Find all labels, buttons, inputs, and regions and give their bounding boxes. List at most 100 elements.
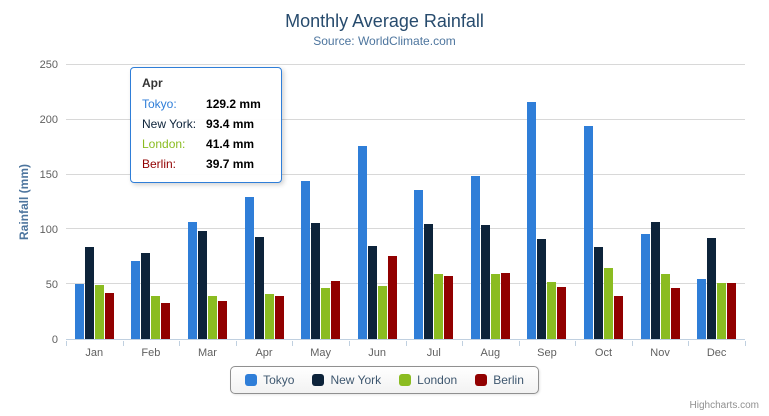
bar-berlin-nov[interactable] bbox=[670, 287, 680, 339]
legend-item-london[interactable]: London bbox=[399, 373, 457, 387]
plot-area bbox=[66, 64, 745, 340]
tooltip-row: Berlin: 39.7 mm bbox=[142, 154, 261, 174]
bar-berlin-apr[interactable] bbox=[274, 295, 284, 339]
bar-london-feb[interactable] bbox=[151, 296, 161, 339]
y-axis-label: 150 bbox=[39, 169, 58, 181]
gridline bbox=[66, 64, 745, 65]
credits-link[interactable]: Highcharts.com bbox=[689, 400, 759, 411]
bar-new-york-apr[interactable] bbox=[254, 236, 264, 339]
x-axis-label-oct: Oct bbox=[594, 347, 613, 359]
x-axis-label-nov: Nov bbox=[650, 347, 670, 359]
x-axis-labels: Jan Feb Mar Apr May Jun Jul Aug Sep Oct Nov Dec bbox=[66, 347, 745, 359]
bar-berlin-jul[interactable] bbox=[444, 276, 454, 339]
y-axis-label: 250 bbox=[39, 59, 58, 71]
bar-new-york-sep[interactable] bbox=[537, 239, 547, 339]
bar-berlin-sep[interactable] bbox=[557, 286, 567, 339]
bar-london-aug[interactable] bbox=[490, 273, 500, 339]
tooltip-row: London: 41.4 mm bbox=[142, 134, 261, 154]
bar-berlin-jan[interactable] bbox=[104, 292, 114, 339]
bar-tokyo-jun[interactable] bbox=[357, 146, 367, 339]
bar-london-apr[interactable] bbox=[264, 293, 274, 339]
x-axis-label-jun: Jun bbox=[368, 347, 387, 359]
legend-box: Tokyo New York London Berlin bbox=[230, 366, 539, 394]
bar-new-york-dec[interactable] bbox=[707, 237, 717, 339]
tooltip-rows: Tokyo: 129.2 mm New York: 93.4 mm London: 41.… bbox=[142, 94, 261, 174]
bar-tokyo-dec[interactable] bbox=[697, 279, 707, 339]
x-axis-label-dec: Dec bbox=[706, 347, 727, 359]
column-group-mar bbox=[179, 65, 236, 339]
y-axis-label: 0 bbox=[51, 334, 58, 346]
bar-new-york-may[interactable] bbox=[311, 222, 321, 339]
x-axis-tick bbox=[688, 341, 690, 346]
bar-berlin-dec[interactable] bbox=[727, 283, 737, 339]
x-axis-label-may: May bbox=[310, 347, 331, 359]
bar-berlin-oct[interactable] bbox=[613, 296, 623, 339]
bar-berlin-mar[interactable] bbox=[217, 301, 227, 339]
legend-label: London bbox=[417, 373, 458, 387]
y-axis-label: 100 bbox=[39, 224, 58, 236]
bar-london-jun[interactable] bbox=[377, 286, 387, 339]
column-group-apr bbox=[236, 65, 293, 339]
bar-tokyo-mar[interactable] bbox=[187, 222, 197, 339]
bar-tokyo-feb[interactable] bbox=[131, 260, 141, 339]
bar-london-jul[interactable] bbox=[434, 274, 444, 339]
bar-berlin-may[interactable] bbox=[331, 281, 341, 339]
gridline bbox=[66, 283, 745, 285]
column-group-jul bbox=[405, 65, 462, 339]
x-axis-label-mar: Mar bbox=[197, 347, 217, 359]
bar-london-jan[interactable] bbox=[94, 285, 104, 339]
column-group-dec bbox=[688, 65, 745, 339]
column-group-feb bbox=[123, 65, 180, 339]
bar-london-mar[interactable] bbox=[207, 295, 217, 339]
bar-tokyo-nov[interactable] bbox=[640, 234, 650, 339]
bar-new-york-oct[interactable] bbox=[593, 247, 603, 339]
bar-berlin-aug[interactable] bbox=[500, 272, 510, 339]
legend-item-new-york[interactable]: New York bbox=[312, 373, 381, 387]
x-axis-tick bbox=[518, 341, 520, 346]
x-axis-tick bbox=[745, 341, 746, 346]
x-axis-label-apr: Apr bbox=[255, 347, 273, 359]
bar-new-york-feb[interactable] bbox=[141, 252, 151, 339]
bar-london-may[interactable] bbox=[321, 287, 331, 339]
legend-symbol-berlin bbox=[475, 374, 488, 386]
bar-new-york-nov[interactable] bbox=[650, 222, 660, 339]
bar-london-nov[interactable] bbox=[660, 274, 670, 339]
column-group-jun bbox=[349, 65, 406, 339]
bar-berlin-jun[interactable] bbox=[387, 256, 397, 339]
x-axis-label-jan: Jan bbox=[85, 347, 104, 359]
gridline bbox=[66, 228, 745, 230]
bar-tokyo-apr[interactable] bbox=[244, 197, 254, 339]
tooltip-header: Apr bbox=[142, 76, 163, 90]
legend-label: Tokyo bbox=[263, 373, 295, 387]
bar-new-york-mar[interactable] bbox=[197, 231, 207, 339]
bar-tokyo-jan[interactable] bbox=[74, 284, 84, 339]
bar-tokyo-sep[interactable] bbox=[527, 101, 537, 339]
bar-berlin-feb[interactable] bbox=[161, 302, 171, 339]
legend-item-berlin[interactable]: Berlin bbox=[475, 373, 524, 387]
x-axis-tick bbox=[462, 341, 464, 346]
x-axis-tick bbox=[179, 341, 181, 346]
x-axis-tick bbox=[631, 341, 633, 346]
x-axis-label-aug: Aug bbox=[480, 347, 501, 359]
legend-symbol-london bbox=[399, 374, 412, 386]
export-menu-button[interactable] bbox=[730, 17, 756, 39]
legend-item-tokyo[interactable]: Tokyo bbox=[245, 373, 294, 387]
bar-tokyo-aug[interactable] bbox=[470, 176, 480, 339]
bar-tokyo-oct[interactable] bbox=[583, 126, 593, 339]
bar-london-dec[interactable] bbox=[717, 282, 727, 339]
x-axis-label-jul: Jul bbox=[426, 347, 441, 359]
bar-new-york-jan[interactable] bbox=[84, 247, 94, 339]
bar-new-york-aug[interactable] bbox=[480, 224, 490, 339]
bar-tokyo-may[interactable] bbox=[301, 181, 311, 339]
chart-title: Monthly Average Rainfall bbox=[285, 11, 484, 31]
bar-london-sep[interactable] bbox=[547, 281, 557, 339]
column-group-aug bbox=[462, 65, 519, 339]
x-axis-ticks bbox=[66, 341, 746, 347]
chart-subtitle: Source: WorldClimate.com bbox=[313, 34, 456, 48]
bar-london-oct[interactable] bbox=[603, 267, 613, 339]
bar-tokyo-jul[interactable] bbox=[414, 190, 424, 339]
x-axis-label-sep: Sep bbox=[537, 347, 557, 359]
bar-new-york-jun[interactable] bbox=[367, 246, 377, 339]
bar-new-york-jul[interactable] bbox=[424, 223, 434, 339]
